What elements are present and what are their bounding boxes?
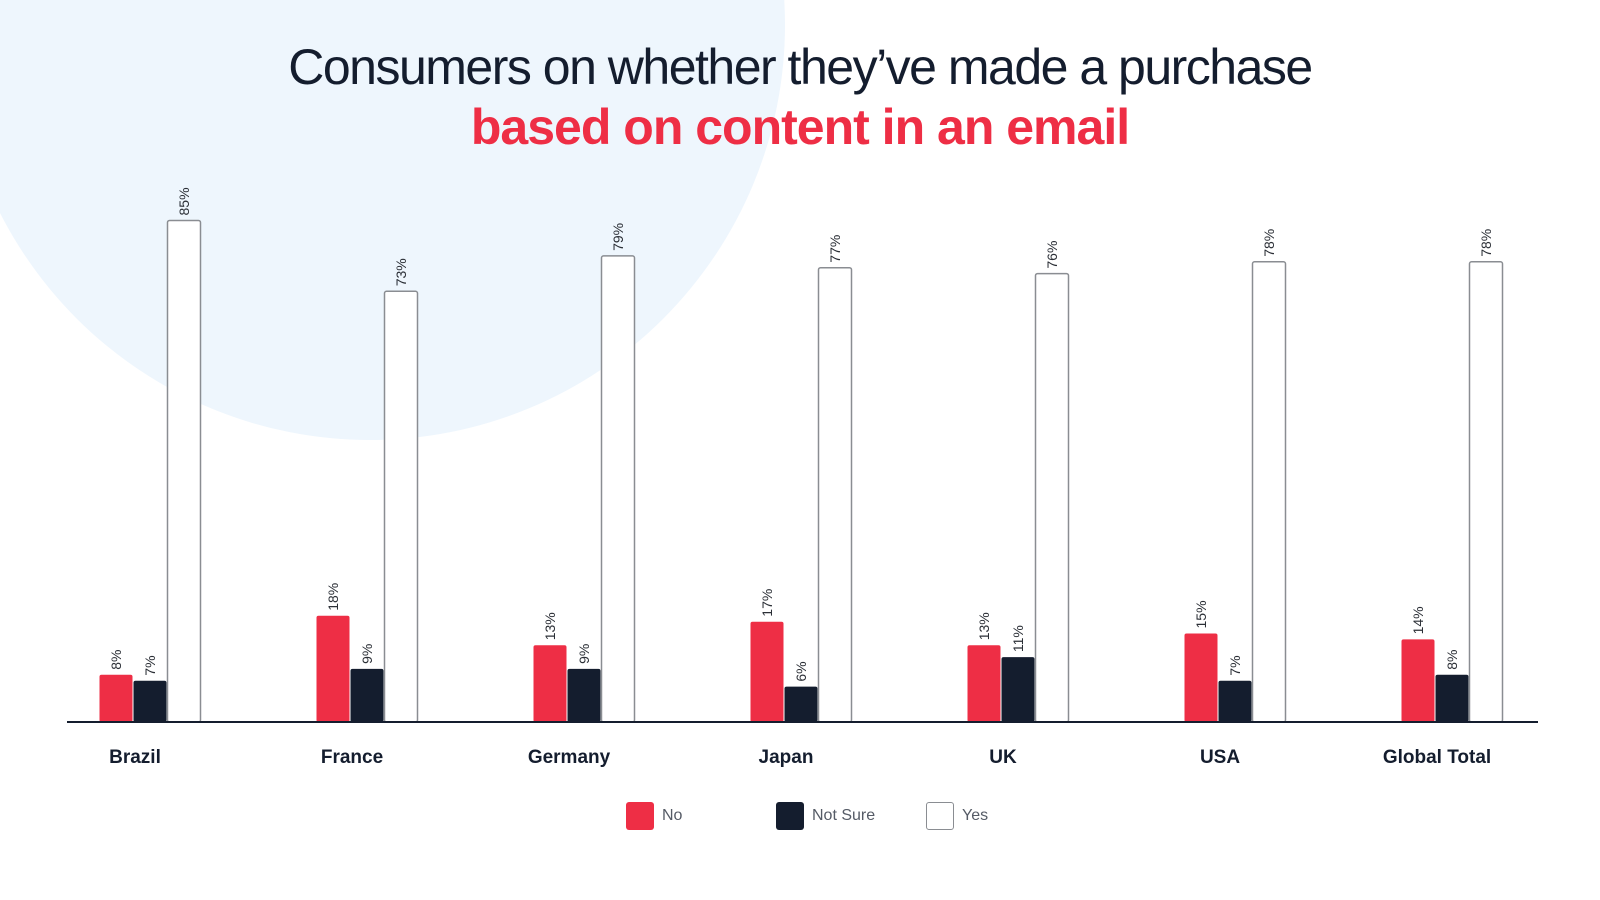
bar-yes-uk (1034, 272, 1070, 723)
data-label: 15% (1193, 600, 1209, 628)
legend-swatch-yes (926, 802, 954, 830)
data-label: 8% (108, 650, 124, 670)
data-label: 77% (827, 235, 843, 263)
data-label: 14% (1410, 606, 1426, 634)
bar-no-uk (967, 645, 1001, 722)
legend-swatch-no (626, 802, 654, 830)
legend-label-yes: Yes (962, 807, 989, 824)
data-label: 85% (176, 187, 192, 215)
chart-title: Consumers on whether they’ve made a purc… (0, 36, 1600, 156)
data-label: 73% (393, 258, 409, 286)
data-label: 18% (325, 583, 341, 611)
data-label: 76% (1044, 241, 1060, 269)
data-label: 11% (1010, 625, 1026, 652)
data-label: 78% (1261, 229, 1277, 257)
bar-yes-global-total (1468, 261, 1504, 723)
bar-yes-usa (1251, 261, 1287, 723)
x-axis-tick-label: Brazil (109, 747, 161, 768)
bar-not-sure-usa (1218, 680, 1252, 722)
data-label: 13% (976, 612, 992, 640)
bar-no-japan (750, 621, 784, 722)
x-axis-tick-label: Japan (759, 747, 814, 768)
data-label: 13% (542, 612, 558, 640)
data-label: 9% (359, 644, 375, 664)
bar-yes-japan (817, 266, 853, 723)
bar-not-sure-germany (567, 668, 601, 722)
bar-not-sure-global-total (1435, 674, 1469, 722)
x-axis-tick-label: Germany (528, 747, 611, 768)
legend: No Not Sure Yes (0, 802, 1600, 832)
x-axis-tick-label: USA (1200, 747, 1240, 768)
legend-label-no: No (662, 807, 683, 824)
bar-not-sure-france (350, 668, 384, 722)
data-label: 78% (1478, 229, 1494, 257)
data-label: 79% (610, 223, 626, 251)
legend-swatch-not-sure (776, 802, 804, 830)
bar-yes-france (383, 290, 419, 723)
data-label: 6% (793, 661, 809, 681)
data-label: 7% (1227, 655, 1243, 675)
bar-no-global-total (1401, 639, 1435, 722)
data-label: 17% (759, 589, 775, 617)
legend-label-not-sure: Not Sure (812, 807, 876, 824)
x-axis-tick-label: UK (989, 747, 1017, 768)
bar-no-usa (1184, 633, 1218, 722)
bar-not-sure-uk (1001, 657, 1035, 722)
x-axis-tick-label: France (321, 747, 383, 768)
x-axis-tick-label: Global Total (1383, 747, 1491, 768)
bar-no-germany (533, 645, 567, 722)
title-line-1: Consumers on whether they’ve made a purc… (288, 39, 1313, 95)
data-label: 7% (142, 655, 158, 675)
bar-yes-brazil (166, 219, 202, 723)
data-label: 8% (1444, 650, 1460, 670)
data-label: 9% (576, 644, 592, 664)
title-line-2: based on content in an email (470, 99, 1130, 155)
bar-no-brazil (99, 674, 133, 722)
legend-item-not-sure: Not Sure (776, 802, 875, 830)
bar-no-france (316, 615, 350, 722)
legend-item-yes: Yes (926, 802, 988, 830)
bar-yes-germany (600, 255, 636, 723)
bar-not-sure-brazil (133, 680, 167, 722)
bar-not-sure-japan (784, 686, 818, 722)
legend-item-no: No (626, 802, 682, 830)
